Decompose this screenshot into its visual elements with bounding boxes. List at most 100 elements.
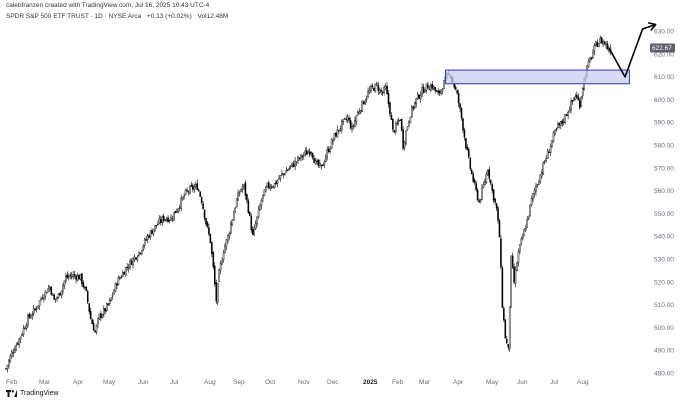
candle-body xyxy=(57,293,60,298)
candle xyxy=(597,42,600,48)
candle xyxy=(37,305,39,309)
candle xyxy=(51,293,54,296)
candle xyxy=(437,88,439,96)
candle-body xyxy=(167,217,169,223)
candle-body xyxy=(238,192,241,195)
candle xyxy=(456,89,458,95)
candle-body xyxy=(279,175,282,179)
candle-body xyxy=(282,173,285,175)
candle xyxy=(538,179,540,185)
candle xyxy=(167,215,169,223)
candle-body xyxy=(592,52,594,58)
candle xyxy=(308,148,311,158)
candle-body xyxy=(409,116,412,124)
candle xyxy=(548,148,550,154)
candle xyxy=(276,179,279,188)
candle xyxy=(562,118,565,126)
candle xyxy=(324,154,327,163)
candle-body xyxy=(91,319,93,325)
candle xyxy=(581,87,584,100)
candle-body xyxy=(278,178,280,180)
candle xyxy=(546,148,549,159)
candle xyxy=(202,201,204,210)
candle xyxy=(268,180,270,190)
candle xyxy=(485,171,488,184)
candle-body xyxy=(180,197,182,209)
candle-body xyxy=(473,179,476,183)
candle-body xyxy=(165,218,168,221)
candle xyxy=(24,326,26,330)
candle-body xyxy=(603,41,606,44)
candle-body xyxy=(21,333,23,336)
candle-body xyxy=(5,368,7,370)
candle xyxy=(183,193,185,200)
candle xyxy=(288,166,291,171)
candle xyxy=(503,306,505,322)
candle xyxy=(390,112,393,120)
tradingview-brand[interactable]: TradingView xyxy=(6,390,59,397)
candle-body xyxy=(475,183,477,190)
candle xyxy=(587,58,590,69)
candle xyxy=(339,125,342,133)
candle-body xyxy=(597,43,600,48)
candle-body xyxy=(157,224,159,226)
candle xyxy=(116,282,118,290)
candle xyxy=(590,56,593,61)
candle xyxy=(62,283,64,295)
candle-body xyxy=(129,260,131,267)
candle-body xyxy=(234,207,236,212)
candle-body xyxy=(517,250,520,264)
candle xyxy=(287,169,289,172)
candle xyxy=(389,101,391,117)
candle xyxy=(54,298,57,303)
candle-body xyxy=(72,273,74,277)
candle xyxy=(535,182,537,196)
candle xyxy=(9,353,12,363)
candle-body xyxy=(535,186,537,193)
candle-body xyxy=(284,173,286,175)
candle xyxy=(475,180,477,192)
candle xyxy=(100,310,102,322)
candle xyxy=(138,251,140,258)
last-price-tag xyxy=(650,43,675,53)
candle xyxy=(443,80,445,89)
candle-body xyxy=(320,164,323,166)
candle xyxy=(126,263,128,271)
candle-body xyxy=(539,174,542,182)
candle xyxy=(555,127,558,133)
candle xyxy=(371,83,374,89)
symbol-name[interactable]: SPDR S&P 500 ETF TRUST · 1D · NYSE Arca xyxy=(6,13,142,20)
x-tick-label: Sep xyxy=(233,379,245,386)
candle-body xyxy=(430,85,432,91)
candle xyxy=(72,271,74,280)
candle-body xyxy=(12,352,15,354)
candle xyxy=(297,155,299,164)
candle xyxy=(12,348,15,357)
candle xyxy=(519,243,521,255)
candle xyxy=(231,219,234,226)
candle xyxy=(460,106,463,121)
y-tick-label: 550.00 xyxy=(654,211,674,218)
candle xyxy=(197,188,200,192)
candle xyxy=(348,115,350,124)
candle xyxy=(129,258,131,271)
candle xyxy=(383,85,385,96)
candle-body xyxy=(28,313,31,318)
candle-body xyxy=(218,269,220,282)
candle xyxy=(98,313,101,320)
candle-body xyxy=(22,327,25,335)
candle-body xyxy=(230,223,232,234)
candle-body xyxy=(136,256,139,261)
candle xyxy=(316,158,318,165)
candle xyxy=(79,273,82,281)
candle-body xyxy=(548,152,550,154)
candle xyxy=(215,279,218,305)
y-tick-label: 510.00 xyxy=(654,302,674,309)
candle-body xyxy=(529,204,531,216)
candle xyxy=(418,94,420,100)
candle xyxy=(397,117,400,126)
candle xyxy=(11,349,13,359)
candle-body xyxy=(514,269,517,284)
candle-body xyxy=(555,128,558,130)
